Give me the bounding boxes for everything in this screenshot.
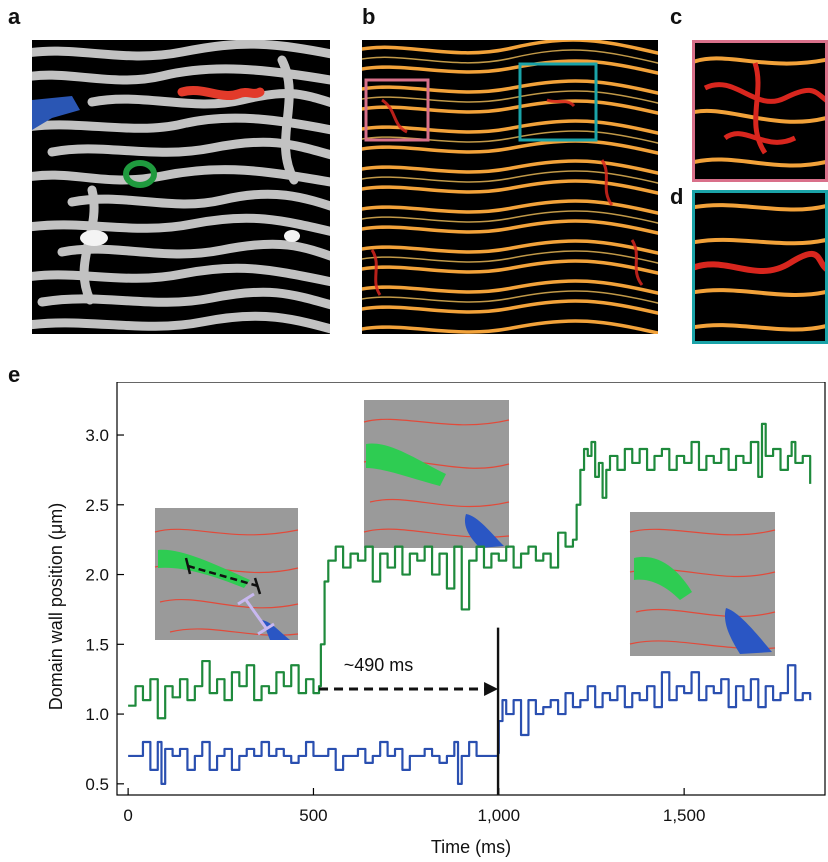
y-tick-label: 1.0 bbox=[85, 705, 109, 724]
y-axis-label: Domain wall position (μm) bbox=[46, 503, 66, 710]
y-tick-label: 2.5 bbox=[85, 496, 109, 515]
x-axis-label: Time (ms) bbox=[431, 837, 511, 857]
panel-b-image bbox=[362, 40, 658, 334]
inset-right bbox=[629, 512, 776, 656]
x-tick-label: 0 bbox=[123, 806, 132, 825]
y-tick-label: 3.0 bbox=[85, 426, 109, 445]
panel-d-zoom bbox=[692, 190, 828, 344]
panel-label-c: c bbox=[670, 4, 683, 29]
inset-left bbox=[154, 508, 299, 640]
y-tick-label: 1.5 bbox=[85, 635, 109, 654]
panel-label-e: e bbox=[8, 362, 21, 387]
panel-label-b: b bbox=[362, 4, 376, 29]
x-tick-label: 1,000 bbox=[478, 806, 521, 825]
panel-label-d: d bbox=[670, 184, 684, 209]
domain-wall-position-chart: 0 500 1,000 1,500 0.5 1.0 1.5 2.0 2.5 3.0 Time (ms… bbox=[46, 382, 826, 857]
x-tick-label: 500 bbox=[299, 806, 327, 825]
series-line-1 bbox=[128, 664, 812, 785]
panel-c-zoom bbox=[692, 40, 828, 182]
interval-annotation-label: ~490 ms bbox=[344, 655, 414, 675]
panel-a-image bbox=[32, 40, 330, 334]
inset-middle bbox=[363, 400, 510, 548]
y-tick-label: 2.0 bbox=[85, 566, 109, 585]
interval-arrow-head bbox=[484, 681, 499, 696]
panel-label-a: a bbox=[8, 4, 21, 29]
series-line-0 bbox=[128, 422, 812, 720]
plot-frame bbox=[116, 382, 826, 796]
x-tick-label: 1,500 bbox=[663, 806, 706, 825]
y-tick-label: 0.5 bbox=[85, 775, 109, 794]
